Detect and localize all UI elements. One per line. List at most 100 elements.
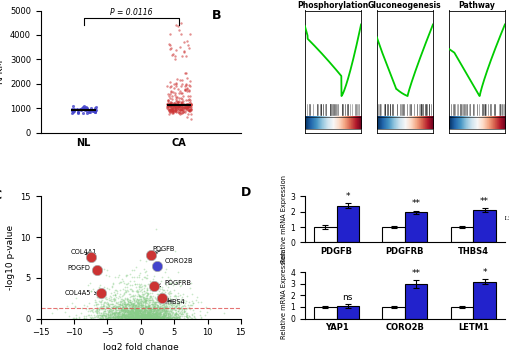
Point [138, 306, 146, 312]
Point [114, 302, 122, 307]
Point [115, 281, 123, 286]
Point [109, 298, 118, 303]
Point [93, 294, 101, 300]
Point [134, 314, 142, 320]
Point [152, 304, 160, 309]
Point [176, 95, 184, 101]
Point [113, 312, 121, 317]
Point [139, 308, 148, 314]
Point [144, 304, 152, 310]
Point [149, 311, 157, 316]
Point [168, 109, 176, 114]
Point [153, 297, 161, 303]
Point [147, 301, 155, 307]
Point [100, 312, 108, 317]
Point [151, 299, 159, 305]
Point [128, 308, 136, 314]
Point [171, 56, 179, 61]
Point [100, 266, 108, 272]
Point [141, 312, 149, 317]
Point [154, 307, 162, 313]
Point [141, 310, 149, 315]
Point [143, 293, 151, 298]
Point [158, 314, 166, 320]
Point [109, 314, 118, 320]
Point [106, 316, 114, 321]
Point [143, 313, 151, 319]
Point [155, 308, 163, 313]
Point [124, 313, 132, 319]
Point [170, 312, 178, 318]
Point [187, 302, 195, 308]
Point [115, 306, 123, 312]
Point [157, 308, 165, 313]
Point [114, 274, 122, 280]
Point [127, 306, 135, 312]
Point [125, 305, 133, 311]
Point [130, 313, 138, 319]
Point [118, 276, 126, 282]
Point [143, 310, 151, 316]
Point [159, 309, 167, 314]
Point [133, 308, 141, 313]
Point [174, 308, 182, 314]
Point [139, 266, 148, 272]
Point [139, 306, 147, 311]
Point [149, 312, 157, 317]
Point [174, 305, 182, 310]
Point [164, 298, 173, 303]
Point [101, 304, 109, 310]
Point [138, 302, 147, 308]
Point [117, 314, 125, 320]
X-axis label: log2 fold change: log2 fold change [103, 343, 178, 350]
Point [106, 309, 114, 314]
Point [143, 292, 151, 298]
Point [133, 301, 142, 306]
Point [156, 309, 164, 315]
Point [175, 96, 183, 101]
Point [98, 313, 106, 318]
Point [136, 285, 144, 290]
Point [181, 104, 189, 110]
Point [141, 313, 149, 319]
Point [153, 312, 161, 317]
Point [168, 103, 177, 108]
Point [144, 314, 152, 319]
Point [120, 300, 128, 305]
Point [159, 307, 167, 313]
Point [155, 311, 163, 316]
Point [96, 316, 104, 321]
Point [162, 310, 170, 315]
Y-axis label: Relative mRNA Expression: Relative mRNA Expression [281, 251, 287, 340]
Point [175, 110, 183, 116]
Point [147, 252, 155, 258]
Point [146, 312, 154, 317]
Point [110, 295, 118, 300]
Point [119, 307, 127, 313]
Point [138, 293, 146, 299]
Point [180, 314, 188, 319]
Point [134, 300, 142, 306]
Point [79, 302, 88, 308]
Point [181, 88, 189, 93]
Bar [472, 282, 495, 318]
Point [146, 307, 154, 312]
Point [140, 296, 148, 302]
Point [178, 90, 186, 96]
Point [122, 306, 130, 311]
Point [153, 309, 161, 315]
Point [153, 307, 161, 312]
Point [127, 314, 135, 320]
Point [158, 285, 166, 290]
Point [141, 308, 149, 313]
Point [152, 313, 160, 319]
Point [158, 311, 166, 317]
Point [171, 307, 179, 313]
Point [162, 305, 170, 311]
Point [143, 309, 151, 315]
Point [132, 304, 140, 310]
Point [97, 306, 105, 312]
Point [145, 309, 153, 315]
Point [98, 290, 106, 296]
Point [188, 315, 196, 321]
